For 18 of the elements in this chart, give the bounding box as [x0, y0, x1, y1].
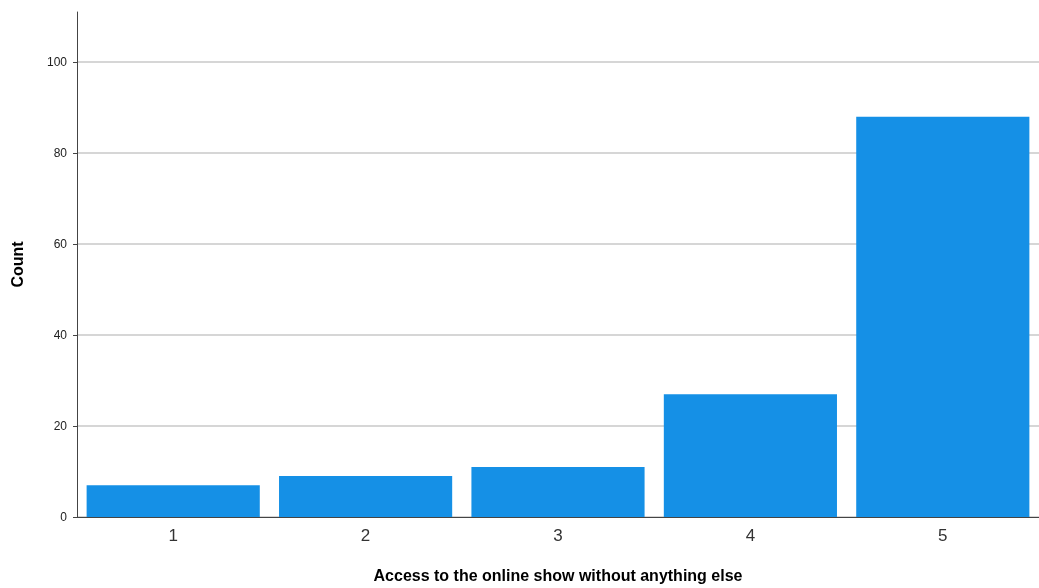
- x-tick-label: 4: [745, 526, 756, 545]
- y-axis-title: Count: [8, 240, 26, 288]
- bar: [471, 466, 645, 517]
- bar: [663, 394, 837, 517]
- y-tick-label: 40: [53, 328, 68, 343]
- y-tick-label: 100: [46, 55, 68, 70]
- bar: [856, 116, 1030, 517]
- y-tick-label: 60: [53, 237, 68, 252]
- x-axis-title: Access to the online show without anything else: [373, 566, 743, 584]
- x-tick-label: 2: [360, 526, 371, 545]
- x-tick-label: 1: [168, 526, 178, 545]
- y-tick-label: 20: [53, 419, 68, 434]
- bar: [279, 476, 453, 517]
- x-tick-label: 3: [553, 526, 563, 545]
- x-tick-label: 5: [938, 526, 948, 545]
- y-tick-label: 0: [60, 510, 68, 524]
- y-tick-label: 80: [53, 146, 68, 161]
- bar: [86, 485, 260, 517]
